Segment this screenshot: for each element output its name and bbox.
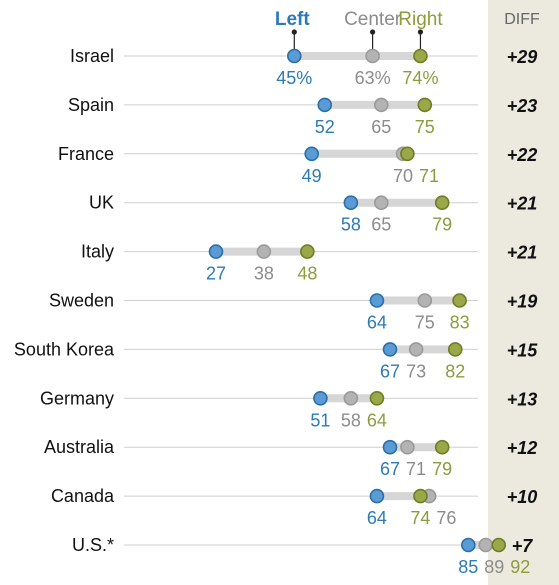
diff-value: +19	[507, 292, 538, 312]
diff-value: +7	[512, 536, 534, 556]
value-label-left: 64	[367, 313, 387, 333]
value-label-right: 83	[450, 313, 470, 333]
dot-left	[369, 488, 385, 504]
dot-right	[413, 488, 428, 504]
dot-center	[365, 48, 380, 64]
value-label-center: 89	[484, 557, 504, 577]
value-label-right: 82	[445, 361, 465, 381]
dot-left	[313, 390, 328, 406]
dot-right	[417, 97, 433, 113]
value-label-left: 45%	[276, 68, 312, 88]
value-label-center: 71	[406, 459, 426, 479]
dot-right	[434, 195, 450, 210]
diff-column-background	[488, 0, 559, 585]
value-label-left: 58	[341, 215, 361, 235]
diff-value: +12	[507, 438, 538, 458]
country-label-israel: Israel	[70, 46, 114, 66]
dot-left	[317, 97, 333, 113]
country-label-u-s: U.S.*	[72, 535, 114, 555]
value-label-center: 65	[371, 117, 391, 137]
diff-header: DIFF	[504, 11, 540, 28]
value-label-center: 73	[406, 361, 426, 381]
diff-value: +23	[507, 96, 538, 116]
value-label-left: 67	[380, 459, 400, 479]
value-label-left: 67	[380, 361, 400, 381]
value-label-center: 38	[254, 264, 274, 284]
dot-left	[304, 146, 320, 162]
value-label-right: 92	[510, 557, 530, 577]
dot-right	[300, 244, 315, 259]
value-label-center: 58	[341, 410, 361, 430]
legend-leader-dot-right	[417, 29, 424, 35]
value-label-left: 64	[367, 508, 387, 528]
value-label-right: 74	[410, 508, 430, 528]
value-label-center: 63%	[355, 68, 391, 88]
dot-center	[417, 293, 433, 308]
value-label-left: 52	[315, 117, 335, 137]
value-label-left: 27	[206, 264, 226, 284]
country-label-spain: Spain	[68, 95, 114, 115]
dot-left	[382, 342, 398, 357]
value-label-center: 75	[415, 313, 435, 333]
value-label-left: 51	[310, 410, 330, 430]
diff-value: +21	[507, 243, 538, 263]
dot-right	[369, 390, 385, 406]
value-label-right: 79	[432, 215, 452, 235]
diff-value: +13	[507, 389, 538, 409]
value-label-right: 74%	[402, 68, 438, 88]
dot-left	[382, 439, 398, 455]
diff-value: +22	[507, 145, 538, 165]
value-label-center: 76	[436, 508, 456, 528]
dot-right	[434, 439, 450, 455]
value-label-right: 64	[367, 410, 387, 430]
value-label-right: 79	[432, 459, 452, 479]
legend-label-right: Right	[398, 9, 443, 30]
country-label-australia: Australia	[44, 437, 115, 457]
value-label-right: 75	[415, 117, 435, 137]
diff-value: +29	[507, 47, 538, 67]
country-label-canada: Canada	[51, 486, 115, 506]
legend-leader-dot-center	[370, 29, 376, 35]
dot-center	[373, 97, 389, 113]
dot-left	[369, 293, 385, 308]
value-label-center: 65	[371, 215, 391, 235]
country-label-germany: Germany	[40, 388, 114, 408]
dot-right	[400, 146, 415, 162]
dot-right	[491, 537, 507, 553]
legend-label-left: Left	[275, 9, 311, 30]
dot-left	[208, 244, 224, 259]
dot-left	[343, 195, 359, 210]
value-label-right: 48	[297, 264, 317, 284]
legend-leader-dot-left	[291, 29, 297, 35]
dot-center	[400, 439, 415, 455]
dot-left	[460, 537, 476, 553]
value-label-left: 49	[302, 166, 322, 186]
diff-value: +10	[507, 487, 538, 507]
country-label-italy: Italy	[81, 242, 114, 262]
dot-center	[343, 390, 359, 406]
dot-center	[256, 244, 272, 259]
value-label-center: 70	[393, 166, 413, 186]
diff-value: +21	[507, 194, 538, 214]
dot-center	[478, 537, 494, 553]
dot-right	[452, 293, 467, 308]
dot-right	[413, 48, 428, 64]
dot-center	[373, 195, 389, 210]
dot-center	[408, 342, 424, 357]
country-label-uk: UK	[89, 193, 114, 213]
legend-label-center: Center	[344, 9, 402, 30]
value-label-left: 85	[458, 557, 478, 577]
diff-value: +15	[507, 340, 539, 360]
country-label-sweden: Sweden	[49, 291, 114, 311]
dot-right	[447, 342, 463, 357]
country-label-south-korea: South Korea	[14, 339, 115, 359]
value-label-right: 71	[419, 166, 439, 186]
dot-left	[286, 48, 302, 64]
country-label-france: France	[58, 144, 114, 164]
